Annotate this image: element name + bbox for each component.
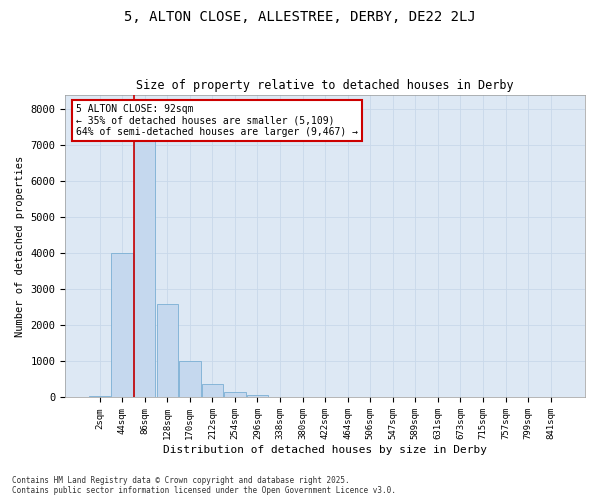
Text: 5, ALTON CLOSE, ALLESTREE, DERBY, DE22 2LJ: 5, ALTON CLOSE, ALLESTREE, DERBY, DE22 2… [124, 10, 476, 24]
Bar [112, 253, 133, 398]
Text: 5 ALTON CLOSE: 92sqm
← 35% of detached houses are smaller (5,109)
64% of semi-de: 5 ALTON CLOSE: 92sqm ← 35% of detached h… [76, 104, 358, 137]
Bar [247, 394, 268, 398]
Bar [202, 384, 223, 398]
Bar [157, 304, 178, 398]
Bar [224, 392, 245, 398]
Bar [134, 130, 155, 398]
Bar [179, 362, 200, 398]
Y-axis label: Number of detached properties: Number of detached properties [15, 156, 25, 336]
X-axis label: Distribution of detached houses by size in Derby: Distribution of detached houses by size … [163, 445, 487, 455]
Text: Contains HM Land Registry data © Crown copyright and database right 2025.
Contai: Contains HM Land Registry data © Crown c… [12, 476, 396, 495]
Title: Size of property relative to detached houses in Derby: Size of property relative to detached ho… [136, 79, 514, 92]
Bar [89, 396, 110, 398]
